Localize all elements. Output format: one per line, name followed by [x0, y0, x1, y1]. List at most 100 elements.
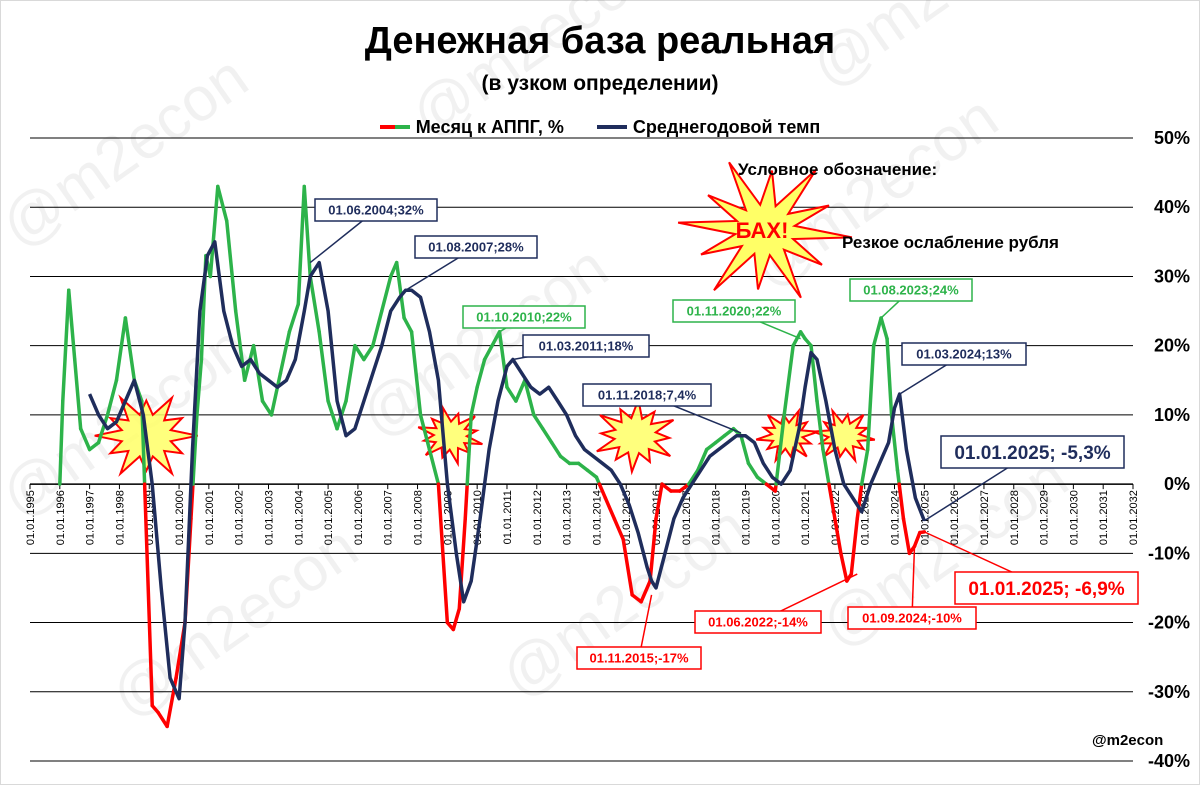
- series-line-monthly-segment: [576, 461, 590, 473]
- series-line-monthly-segment: [885, 336, 894, 417]
- annotation-box: [849, 278, 973, 302]
- legend-note-text: Резкое ослабление рубля: [842, 233, 1059, 252]
- y-tick-label: 40%: [1154, 197, 1190, 217]
- series-line-monthly-segment: [774, 413, 786, 486]
- x-tick-label: 01.01.2029: [1039, 490, 1051, 545]
- series-line-monthly-segment: [704, 440, 718, 452]
- series-line-monthly-segment: [630, 593, 643, 604]
- x-tick-label: 01.01.2028: [1009, 490, 1021, 545]
- annotation-label: 01.03.2024;13%: [916, 347, 1012, 362]
- series-line-monthly-segment: [457, 516, 467, 611]
- series-line-monthly-segment: [216, 184, 229, 223]
- legend-label-monthly: Месяц к АППГ, %: [415, 116, 564, 137]
- series-line-monthly-segment: [58, 399, 65, 486]
- annotation-callout: 01.11.2018;7,4%: [582, 383, 742, 434]
- series-line-monthly-segment: [427, 447, 441, 486]
- series-line-monthly-segment: [603, 496, 617, 521]
- annotation-callout: 01.03.2024;13%: [899, 342, 1027, 395]
- annotation-box: [940, 435, 1125, 469]
- y-tick-label: -20%: [1148, 613, 1190, 633]
- annotation-callout: 01.11.2020;22%: [672, 299, 801, 340]
- series-line-monthly-segment: [418, 413, 432, 452]
- annotation-callout: 01.01.2025; -6,9%: [924, 531, 1139, 605]
- series-line-monthly-segment: [549, 440, 563, 459]
- series-line-monthly-segment: [815, 399, 825, 452]
- legend-item-avg: Среднегодовой темп: [596, 116, 821, 138]
- chart-title: Денежная база реальная: [364, 20, 836, 62]
- series-line-monthly-segment: [879, 316, 889, 341]
- series-line-monthly-segment: [96, 413, 110, 445]
- legend-note-bang: БАХ!: [736, 218, 789, 243]
- series-line-monthly-segment: [865, 343, 876, 452]
- x-tick-label: 01.01.2032: [1128, 490, 1140, 545]
- annotation-callout: 01.11.2015;-17%: [576, 594, 702, 670]
- series-line-monthly-segment: [660, 482, 673, 493]
- ruble-shock-burst: [417, 404, 483, 468]
- series-line-monthly-segment: [195, 357, 204, 417]
- y-tick-label: 10%: [1154, 405, 1190, 425]
- annotation-box: [901, 342, 1027, 366]
- x-tick-label: 01.01.2031: [1098, 490, 1110, 545]
- series-line-average: [87, 240, 926, 701]
- annotation-label: 01.03.2011;18%: [539, 339, 634, 354]
- series-line-monthly-segment: [409, 330, 423, 417]
- series-line-monthly-segment: [612, 516, 625, 542]
- annotation-label: 01.08.2007;28%: [428, 240, 524, 255]
- series-line-monthly-segment: [105, 378, 119, 417]
- ruble-shock-burst: [596, 395, 675, 476]
- x-tick-label: 01.01.2021: [800, 490, 812, 545]
- series-line-monthly-segment: [260, 399, 274, 417]
- series-line-monthly-segment: [621, 537, 634, 597]
- x-tick-label: 01.01.1995: [25, 490, 37, 545]
- series-line-monthly-segment: [482, 343, 494, 362]
- legend-label-avg: Среднегодовой темп: [632, 116, 821, 137]
- x-tick-label: 01.01.2027: [979, 490, 991, 545]
- annotation-box: [582, 383, 712, 407]
- series-line-monthly-segment: [87, 440, 101, 452]
- annotation-label: 01.10.2010;22%: [476, 310, 572, 325]
- annotation-box: [414, 235, 538, 259]
- watermark-text: @m2econ: [0, 42, 260, 261]
- series-line-monthly-segment: [208, 184, 220, 279]
- x-tick-label: 01.01.2004: [293, 490, 305, 545]
- legend-item-monthly: Месяц к АППГ, %: [379, 116, 564, 138]
- series-line-monthly-segment: [849, 516, 859, 576]
- x-tick-label: 01.01.2014: [591, 490, 603, 545]
- series-line-monthly-segment: [859, 447, 870, 486]
- series-line-monthly-segment: [585, 468, 599, 479]
- annotation-callout: 01.06.2022;-14%: [694, 573, 858, 634]
- series-line-monthly-segment: [242, 343, 256, 383]
- annotation-callout: 01.09.2024;-10%: [847, 546, 977, 630]
- series-line-monthly-segment: [72, 357, 83, 431]
- x-tick-label: 01.01.2013: [562, 490, 574, 545]
- annotation-callout: 01.10.2010;22%: [462, 305, 586, 333]
- series-line-monthly-segment: [912, 530, 922, 549]
- series-line-monthly-segment: [540, 426, 554, 445]
- annotation-label: 01.11.2018;7,4%: [598, 388, 697, 403]
- series-line-monthly-segment: [678, 482, 691, 493]
- annotation-box: [694, 610, 822, 634]
- y-tick-label: -40%: [1148, 751, 1190, 771]
- series-line-monthly-segment: [269, 371, 283, 417]
- annotation-callout: 01.06.2004;32%: [309, 198, 438, 264]
- series-line-monthly-segment: [123, 316, 137, 383]
- series-line-monthly-segment: [371, 309, 384, 348]
- series-line-monthly-segment: [895, 468, 901, 486]
- series-line-monthly-segment: [308, 274, 321, 334]
- legend-note-burst: [677, 161, 853, 299]
- series-line-monthly-segment: [901, 516, 912, 556]
- series-line-monthly-segment: [353, 343, 366, 362]
- x-tick-label: 01.01.2003: [263, 490, 275, 545]
- series-line-monthly-segment: [597, 482, 608, 500]
- series-line-monthly-segment: [463, 482, 469, 521]
- series-line-monthly-segment: [465, 413, 473, 486]
- series-line-monthly-segment: [61, 288, 71, 403]
- series-line-monthly-segment: [362, 343, 375, 362]
- series-line-monthly-segment: [558, 454, 572, 466]
- x-tick-label: 01.01.2006: [353, 490, 365, 545]
- series-line-monthly-segment: [296, 184, 307, 306]
- annotation-box: [847, 606, 977, 630]
- x-tick-label: 01.01.1996: [55, 490, 67, 545]
- x-tick-label: 01.01.2008: [413, 490, 425, 545]
